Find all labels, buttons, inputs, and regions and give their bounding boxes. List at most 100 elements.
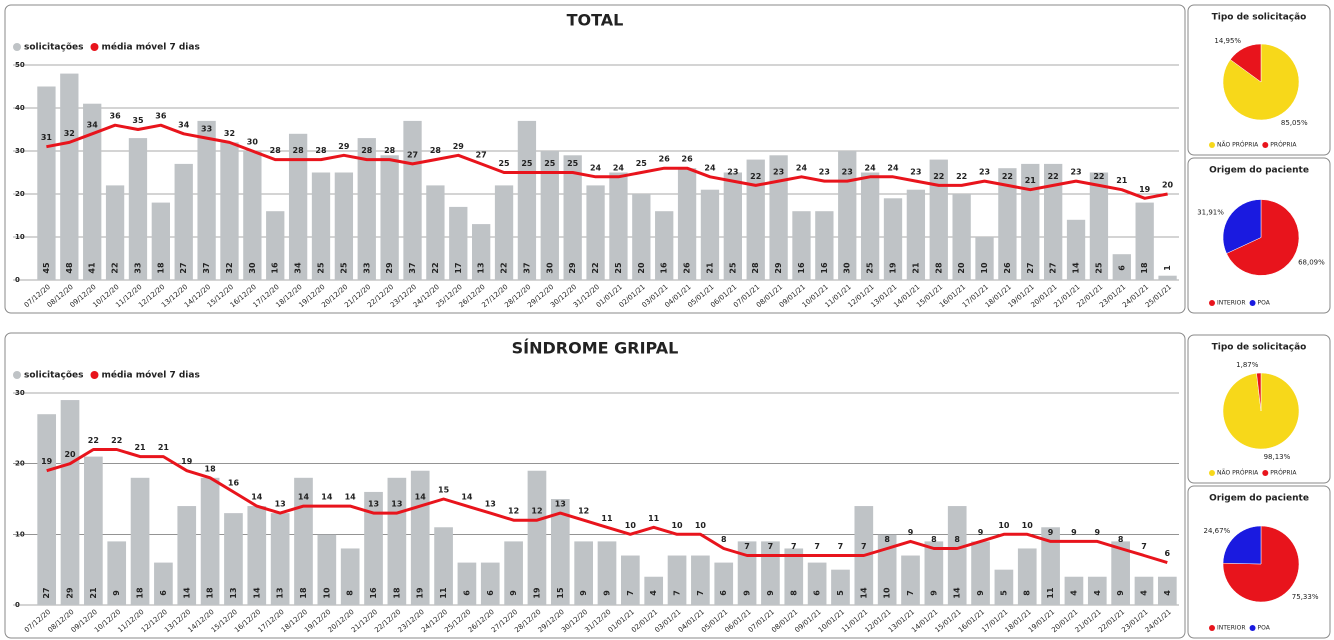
- bar-value-label: 27: [1049, 262, 1058, 273]
- line-value-label: 12: [531, 507, 542, 516]
- bar-value-label: 25: [728, 262, 737, 274]
- bar: [714, 562, 734, 605]
- bar: [1158, 275, 1177, 280]
- bar-value-label: 14: [182, 587, 191, 599]
- bar-value-label: 6: [1117, 265, 1126, 271]
- bar-value-label: 29: [774, 262, 783, 274]
- bar-value-label: 28: [751, 262, 760, 274]
- legend-label: solicitações: [24, 43, 83, 53]
- bar-value-label: 34: [294, 262, 303, 274]
- bar-value-label: 45: [42, 262, 51, 274]
- line-value-label: 36: [155, 112, 167, 121]
- line-value-label: 7: [744, 542, 750, 551]
- bar: [655, 211, 674, 280]
- bar-value-label: 26: [683, 262, 692, 274]
- line-value-label: 22: [750, 172, 761, 181]
- line-value-label: 22: [1002, 172, 1013, 181]
- bar-value-label: 30: [248, 262, 257, 274]
- legend-label: PRÓPRIA: [1270, 470, 1297, 477]
- bar: [288, 133, 308, 280]
- line-value-label: 22: [1048, 172, 1059, 181]
- bar: [929, 159, 948, 280]
- bar-value-label: 41: [88, 262, 97, 274]
- bar: [105, 185, 125, 280]
- legend-marker: [1249, 300, 1256, 306]
- bar-value-label: 18: [1140, 262, 1149, 274]
- bar: [247, 506, 267, 605]
- bar: [426, 185, 445, 280]
- bar-value-label: 29: [66, 587, 75, 599]
- bar-value-label: 14: [953, 587, 962, 599]
- bar-value-label: 9: [976, 590, 985, 596]
- bar: [1112, 254, 1131, 280]
- bar: [971, 541, 990, 605]
- bar-value-label: 9: [766, 590, 775, 596]
- bar-value-label: 25: [866, 262, 875, 274]
- legend-marker: [1209, 300, 1215, 306]
- bar-value-label: 15: [556, 587, 565, 599]
- bar-value-label: 4: [649, 590, 658, 596]
- bar-value-label: 21: [911, 262, 920, 274]
- line-value-label: 19: [1139, 185, 1151, 194]
- bar: [540, 151, 559, 280]
- legend-marker: [90, 43, 99, 51]
- bar: [311, 172, 331, 280]
- bar-value-label: 17: [454, 262, 463, 273]
- pie-slice: [1256, 372, 1262, 412]
- bar: [563, 155, 582, 280]
- bar-value-label: 9: [603, 590, 612, 596]
- bar-value-label: 19: [532, 587, 541, 599]
- bar: [784, 548, 804, 605]
- bar-value-label: 9: [929, 590, 938, 596]
- line-value-label: 32: [224, 129, 235, 138]
- bar-value-label: 16: [660, 262, 669, 274]
- bar-value-label: 22: [591, 262, 600, 273]
- bar-value-label: 22: [431, 262, 440, 273]
- line-value-label: 25: [636, 159, 648, 168]
- bar-value-label: 30: [843, 262, 852, 274]
- line-value-label: 23: [819, 168, 830, 177]
- legend-label: POA: [1258, 300, 1271, 307]
- line-value-label: 14: [461, 493, 473, 502]
- bar-value-label: 10: [322, 587, 331, 599]
- bar: [174, 163, 193, 280]
- bar: [517, 120, 537, 281]
- bar: [364, 491, 383, 605]
- bar: [434, 527, 453, 605]
- line-value-label: 23: [979, 168, 990, 177]
- bar-value-label: 11: [439, 587, 448, 599]
- bar: [807, 562, 827, 605]
- line-value-label: 32: [64, 129, 75, 138]
- line-value-label: 14: [298, 493, 310, 502]
- bar: [792, 211, 811, 280]
- bar: [998, 168, 1017, 280]
- line-value-label: 7: [814, 542, 820, 551]
- pie-value-label: 31,91%: [1197, 209, 1224, 217]
- line-value-label: 10: [625, 521, 637, 530]
- bar: [975, 237, 994, 280]
- bar-value-label: 9: [509, 590, 518, 596]
- line-value-label: 23: [1070, 168, 1081, 177]
- pie-title: Tipo de solicitação: [1212, 343, 1307, 353]
- line: [46, 448, 1168, 565]
- bar-value-label: 4: [1139, 590, 1148, 596]
- line-value-label: 13: [368, 500, 379, 509]
- legend-label: NÃO PRÓPRIA: [1217, 470, 1259, 477]
- bar: [831, 569, 850, 605]
- bar: [37, 86, 56, 280]
- bar-value-label: 37: [408, 262, 417, 273]
- line-value-label: 21: [1116, 176, 1128, 185]
- bar: [586, 185, 605, 280]
- line-value-label: 31: [41, 133, 53, 142]
- line-value-label: 12: [578, 507, 589, 516]
- bar: [107, 541, 127, 605]
- line-value-label: 20: [1162, 181, 1174, 190]
- line-value-label: 36: [110, 112, 122, 121]
- line-value-label: 21: [158, 443, 170, 452]
- bar: [1064, 576, 1084, 605]
- line-value-label: 19: [181, 457, 193, 466]
- bar-value-label: 21: [705, 262, 714, 274]
- bar: [1157, 576, 1177, 605]
- line-value-label: 19: [41, 457, 53, 466]
- bar: [691, 555, 710, 605]
